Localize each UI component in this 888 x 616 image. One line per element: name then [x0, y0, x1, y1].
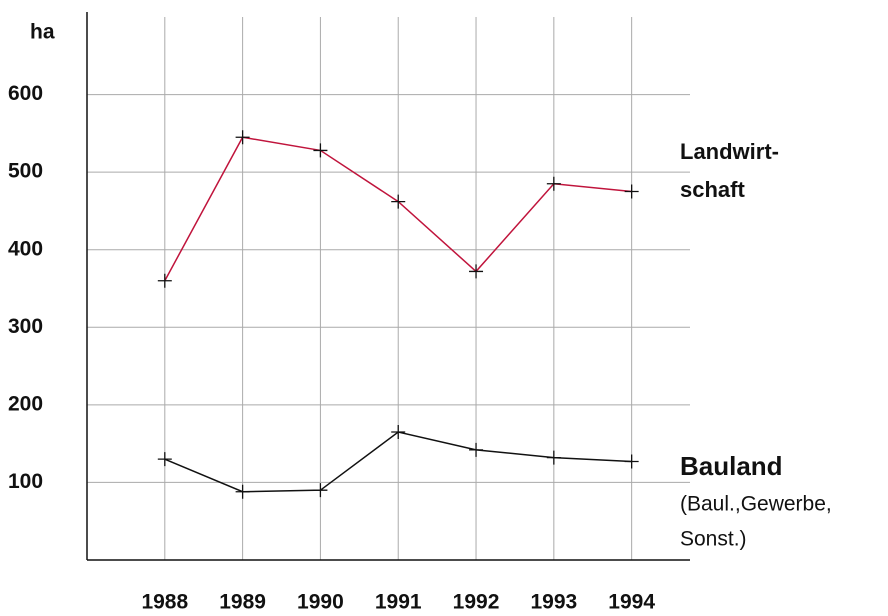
- marker: [469, 442, 484, 457]
- marker: [624, 184, 639, 199]
- series-annotation: (Baul.,Gewerbe,: [680, 493, 832, 516]
- marker: [157, 273, 172, 288]
- series-label: Landwirt-schaft: [680, 139, 779, 202]
- y-axis-label: ha: [30, 21, 55, 44]
- y-tick-label: 400: [8, 237, 43, 260]
- series-label-line: Landwirt-: [680, 139, 779, 164]
- marker: [313, 143, 328, 158]
- series-label: Bauland: [680, 451, 783, 481]
- y-tick-label: 100: [8, 470, 43, 493]
- series-annotation: Sonst.): [680, 528, 747, 551]
- x-tick-label: 1990: [297, 591, 344, 614]
- marker: [235, 130, 250, 145]
- x-tick-label: 1988: [141, 591, 188, 614]
- marker: [546, 450, 561, 465]
- marker: [391, 194, 406, 209]
- x-tick-label: 1989: [219, 591, 266, 614]
- y-tick-label: 200: [8, 392, 43, 415]
- series-label-line: schaft: [680, 177, 745, 202]
- y-tick-label: 300: [8, 315, 43, 338]
- x-tick-label: 1991: [375, 591, 422, 614]
- marker: [391, 425, 406, 440]
- x-tick-label: 1993: [530, 591, 577, 614]
- marker: [469, 264, 484, 279]
- y-tick-label: 600: [8, 82, 43, 105]
- marker: [313, 483, 328, 498]
- marker: [235, 484, 250, 499]
- y-tick-label: 500: [8, 160, 43, 183]
- marker: [546, 176, 561, 191]
- marker: [157, 452, 172, 467]
- marker: [624, 454, 639, 469]
- x-tick-label: 1992: [453, 591, 500, 614]
- x-tick-label: 1994: [608, 591, 655, 614]
